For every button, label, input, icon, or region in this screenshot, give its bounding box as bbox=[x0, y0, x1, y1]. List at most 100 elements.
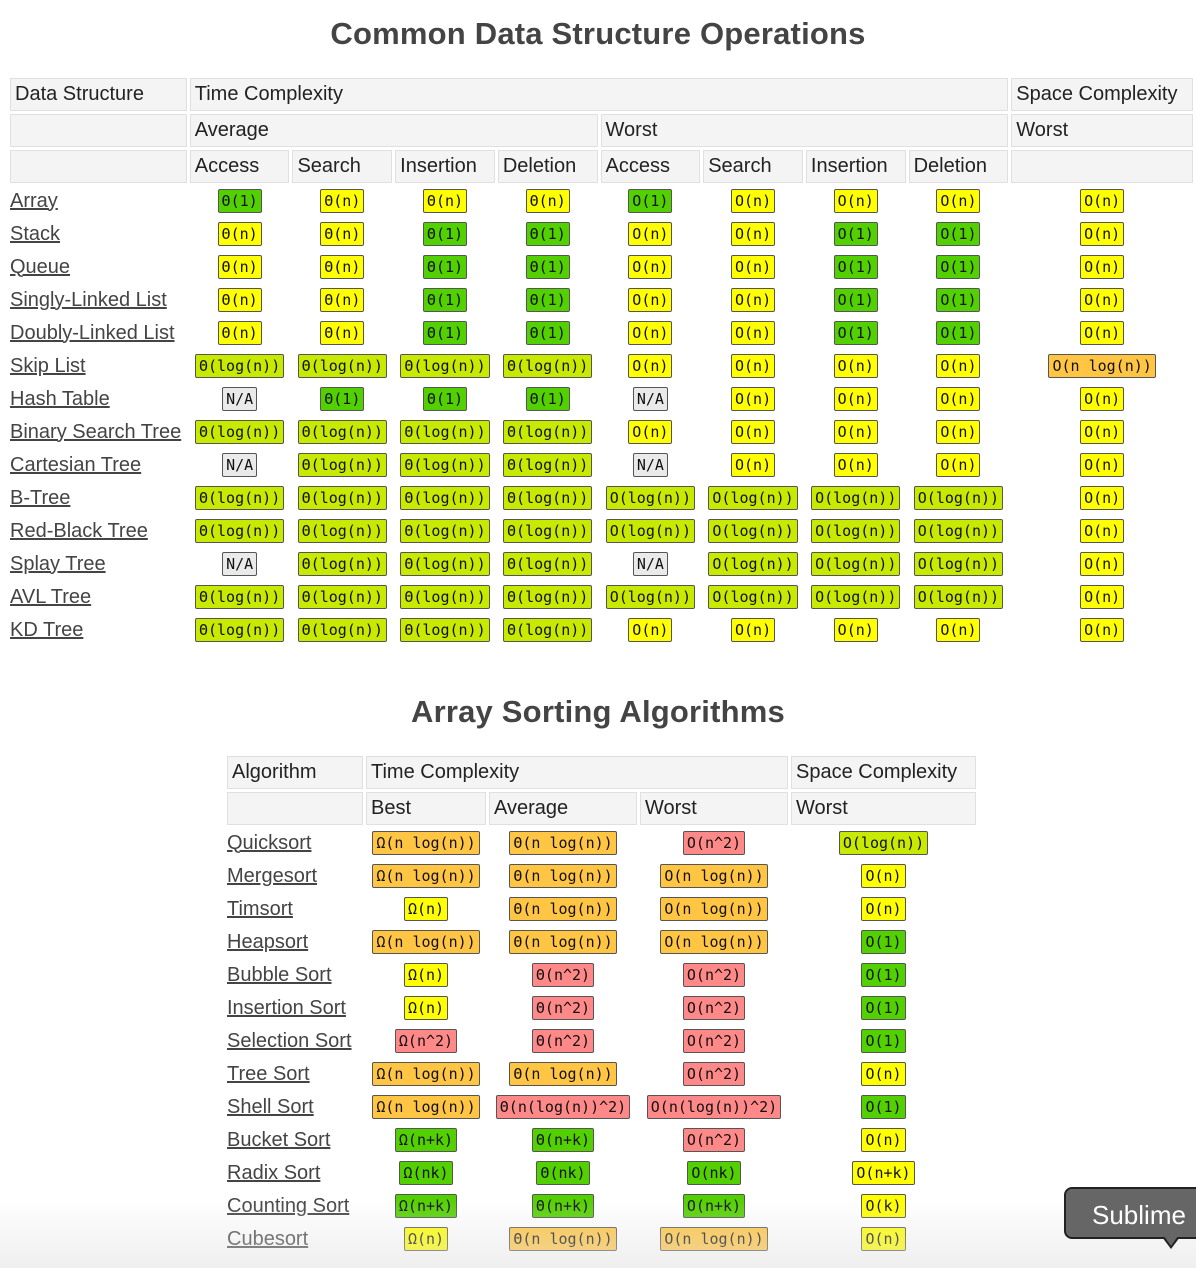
complexity-badge: O(n^2) bbox=[682, 831, 746, 855]
complexity-cell: O(log(n)) bbox=[601, 483, 701, 513]
complexity-cell: O(n) bbox=[703, 450, 803, 480]
row-name-cell: Doubly-Linked List bbox=[10, 318, 187, 348]
complexity-badge: O(n) bbox=[730, 453, 776, 477]
data-structure-link[interactable]: B-Tree bbox=[10, 486, 71, 509]
algorithm-link[interactable]: Mergesort bbox=[227, 864, 318, 887]
space-worst-header: Worst bbox=[1011, 114, 1193, 147]
complexity-cell: O(k) bbox=[791, 1191, 976, 1221]
complexity-badge: O(n) bbox=[833, 189, 878, 213]
algorithm-link[interactable]: Cubesort bbox=[227, 1227, 309, 1250]
complexity-badge: O(n) bbox=[730, 387, 776, 411]
complexity-badge: O(n) bbox=[861, 1128, 906, 1152]
data-structure-link[interactable]: Array bbox=[10, 189, 58, 212]
algorithm-link[interactable]: Bubble Sort bbox=[227, 963, 332, 986]
complexity-badge: Θ(log(n)) bbox=[297, 354, 387, 378]
complexity-badge: Θ(n) bbox=[217, 288, 262, 312]
data-structure-link[interactable]: Singly-Linked List bbox=[10, 288, 167, 311]
complexity-badge: O(n) bbox=[936, 420, 981, 444]
complexity-cell: Θ(log(n)) bbox=[395, 582, 495, 612]
data-structure-link[interactable]: Red-Black Tree bbox=[10, 519, 148, 542]
algorithm-link[interactable]: Shell Sort bbox=[227, 1095, 314, 1118]
complexity-cell: Θ(log(n)) bbox=[395, 615, 495, 645]
complexity-badge: O(1) bbox=[833, 288, 878, 312]
complexity-cell: Ω(n) bbox=[366, 960, 486, 990]
complexity-cell: O(n) bbox=[601, 285, 701, 315]
data-structure-link[interactable]: Queue bbox=[10, 255, 71, 278]
complexity-badge: O(n) bbox=[936, 387, 981, 411]
complexity-badge: O(log(n)) bbox=[708, 486, 798, 510]
complexity-badge: O(n+k) bbox=[852, 1161, 915, 1185]
complexity-badge: O(n) bbox=[833, 354, 878, 378]
complexity-badge: Θ(n log(n)) bbox=[509, 897, 617, 921]
data-structure-link[interactable]: Binary Search Tree bbox=[10, 420, 182, 443]
data-structure-link[interactable]: KD Tree bbox=[10, 618, 84, 641]
table-row: Queue Θ(n) Θ(n) Θ(1) Θ(1) O(n) O(n) O(1) O(1) O(n… bbox=[10, 252, 1193, 282]
best-header: Best bbox=[366, 792, 486, 825]
complexity-badge: O(n log(n)) bbox=[660, 897, 768, 921]
complexity-cell: Θ(1) bbox=[498, 219, 598, 249]
algorithm-link[interactable]: Timsort bbox=[227, 897, 293, 920]
col-header-access: Access bbox=[189, 150, 290, 183]
row-name-cell: Red-Black Tree bbox=[10, 516, 187, 546]
algorithm-link[interactable]: Quicksort bbox=[227, 831, 312, 854]
complexity-cell: O(n) bbox=[909, 186, 1009, 216]
complexity-badge: Θ(1) bbox=[422, 288, 468, 312]
complexity-cell: O(n log(n)) bbox=[640, 1224, 788, 1254]
complexity-cell: O(n log(n)) bbox=[640, 861, 788, 891]
complexity-cell: Θ(log(n)) bbox=[292, 483, 392, 513]
complexity-cell: O(n) bbox=[909, 351, 1009, 381]
algorithm-link[interactable]: Tree Sort bbox=[227, 1062, 310, 1085]
complexity-cell: O(n^2) bbox=[640, 828, 788, 858]
algorithm-link[interactable]: Insertion Sort bbox=[227, 996, 346, 1019]
row-name-cell: Selection Sort bbox=[227, 1026, 363, 1056]
complexity-badge: O(1) bbox=[861, 930, 906, 954]
complexity-badge: Θ(log(n)) bbox=[194, 585, 285, 609]
complexity-cell: Θ(1) bbox=[498, 252, 598, 282]
complexity-cell: Θ(1) bbox=[395, 285, 495, 315]
complexity-cell: Θ(log(n)) bbox=[292, 417, 392, 447]
data-structure-link[interactable]: Stack bbox=[10, 222, 61, 245]
complexity-cell: O(n) bbox=[1011, 516, 1193, 546]
complexity-badge: Θ(log(n)) bbox=[400, 618, 490, 642]
data-structure-link[interactable]: AVL Tree bbox=[10, 585, 92, 608]
complexity-cell: O(log(n)) bbox=[909, 582, 1009, 612]
space-worst-header: Worst bbox=[791, 792, 976, 825]
algorithm-link[interactable]: Counting Sort bbox=[227, 1194, 350, 1217]
complexity-badge: N/A bbox=[632, 453, 668, 477]
complexity-badge: O(n log(n)) bbox=[660, 930, 768, 954]
complexity-cell: O(n^2) bbox=[640, 960, 788, 990]
complexity-cell: Ω(n^2) bbox=[366, 1026, 486, 1056]
table-row: Stack Θ(n) Θ(n) Θ(1) Θ(1) O(n) O(n) O(1) O(1) O(n… bbox=[10, 219, 1193, 249]
table-row: Quicksort Ω(n log(n)) Θ(n log(n)) O(n^2) O(l… bbox=[227, 828, 976, 858]
algorithm-link[interactable]: Heapsort bbox=[227, 930, 309, 953]
complexity-badge: O(1) bbox=[936, 321, 981, 345]
row-name-cell: Splay Tree bbox=[10, 549, 187, 579]
complexity-cell: O(n) bbox=[703, 351, 803, 381]
complexity-cell: N/A bbox=[190, 549, 290, 579]
row-name-cell: Radix Sort bbox=[227, 1158, 363, 1188]
complexity-cell: O(log(n)) bbox=[909, 549, 1009, 579]
complexity-cell: O(n) bbox=[703, 252, 803, 282]
algorithm-link[interactable]: Selection Sort bbox=[227, 1029, 352, 1052]
complexity-cell: O(n) bbox=[1011, 186, 1193, 216]
complexity-cell: O(n+k) bbox=[640, 1191, 788, 1221]
complexity-badge: O(n) bbox=[1080, 288, 1125, 312]
data-structure-link[interactable]: Splay Tree bbox=[10, 552, 106, 575]
table-row: Timsort Ω(n) Θ(n log(n)) O(n log(n)) O(n) bbox=[227, 894, 976, 924]
algorithm-link[interactable]: Radix Sort bbox=[227, 1161, 321, 1184]
complexity-badge: Θ(log(n)) bbox=[297, 519, 387, 543]
data-structure-link[interactable]: Hash Table bbox=[10, 387, 110, 410]
complexity-cell: Θ(n log(n)) bbox=[489, 861, 637, 891]
complexity-cell: O(1) bbox=[791, 1092, 976, 1122]
complexity-badge: Ω(n) bbox=[403, 996, 449, 1020]
complexity-cell: O(n) bbox=[1011, 417, 1193, 447]
algorithm-link[interactable]: Bucket Sort bbox=[227, 1128, 331, 1151]
complexity-badge: O(n) bbox=[936, 354, 981, 378]
row-name-cell: Binary Search Tree bbox=[10, 417, 187, 447]
data-structure-link[interactable]: Cartesian Tree bbox=[10, 453, 142, 476]
data-structure-link[interactable]: Skip List bbox=[10, 354, 86, 377]
complexity-cell: Ω(nk) bbox=[366, 1158, 486, 1188]
complexity-badge: Θ(log(n)) bbox=[503, 618, 593, 642]
data-structure-link[interactable]: Doubly-Linked List bbox=[10, 321, 175, 344]
complexity-cell: O(log(n)) bbox=[703, 516, 803, 546]
